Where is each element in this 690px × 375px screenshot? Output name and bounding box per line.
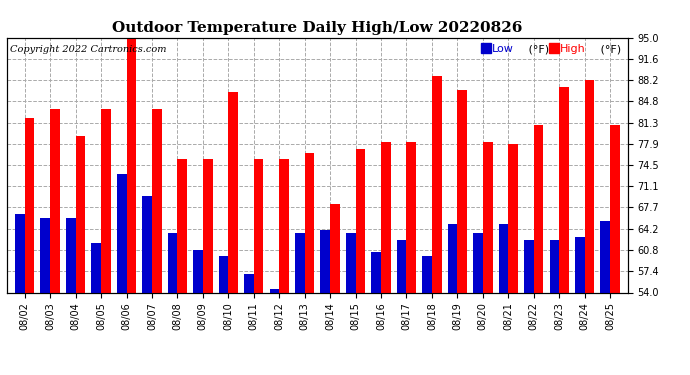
Bar (422, 256, 432, 292)
Bar (355, 150, 365, 292)
Bar (270, 290, 279, 292)
Title: Outdoor Temperature Daily High/Low 20220826: Outdoor Temperature Daily High/Low 20220… (112, 21, 522, 35)
Bar (584, 80, 594, 292)
Bar (126, 38, 136, 292)
Bar (600, 221, 610, 292)
Bar (509, 144, 518, 292)
Bar (193, 250, 203, 292)
Bar (483, 142, 493, 292)
Bar (117, 174, 126, 292)
Bar (66, 218, 76, 292)
Bar (254, 159, 264, 292)
Bar (330, 204, 339, 292)
Bar (50, 109, 60, 292)
Bar (397, 240, 406, 292)
Bar (575, 237, 584, 292)
Bar (524, 240, 534, 292)
Bar (457, 90, 467, 292)
Bar (152, 109, 161, 292)
Bar (219, 256, 228, 292)
Bar (168, 233, 177, 292)
Bar (41, 218, 50, 292)
Bar (142, 196, 152, 292)
Bar (244, 274, 254, 292)
Bar (295, 233, 305, 292)
Bar (610, 124, 620, 292)
Bar (305, 153, 315, 292)
Bar (448, 224, 457, 292)
Bar (320, 230, 330, 292)
Text: Copyright 2022 Cartronics.com: Copyright 2022 Cartronics.com (10, 45, 166, 54)
Bar (279, 159, 289, 292)
Bar (91, 243, 101, 292)
Bar (406, 142, 416, 292)
Bar (549, 240, 559, 292)
Bar (101, 109, 110, 292)
Bar (25, 118, 34, 292)
Bar (371, 252, 381, 292)
Bar (177, 159, 187, 292)
Bar (473, 233, 483, 292)
Bar (76, 136, 86, 292)
Bar (203, 159, 213, 292)
Bar (432, 76, 442, 292)
Bar (228, 92, 238, 292)
Bar (499, 224, 509, 292)
Bar (346, 233, 355, 292)
Legend: Low,  (°F), High,  (°F): Low, (°F), High, (°F) (481, 43, 622, 55)
Bar (15, 214, 25, 292)
Bar (559, 87, 569, 292)
Bar (381, 142, 391, 292)
Bar (534, 124, 544, 292)
